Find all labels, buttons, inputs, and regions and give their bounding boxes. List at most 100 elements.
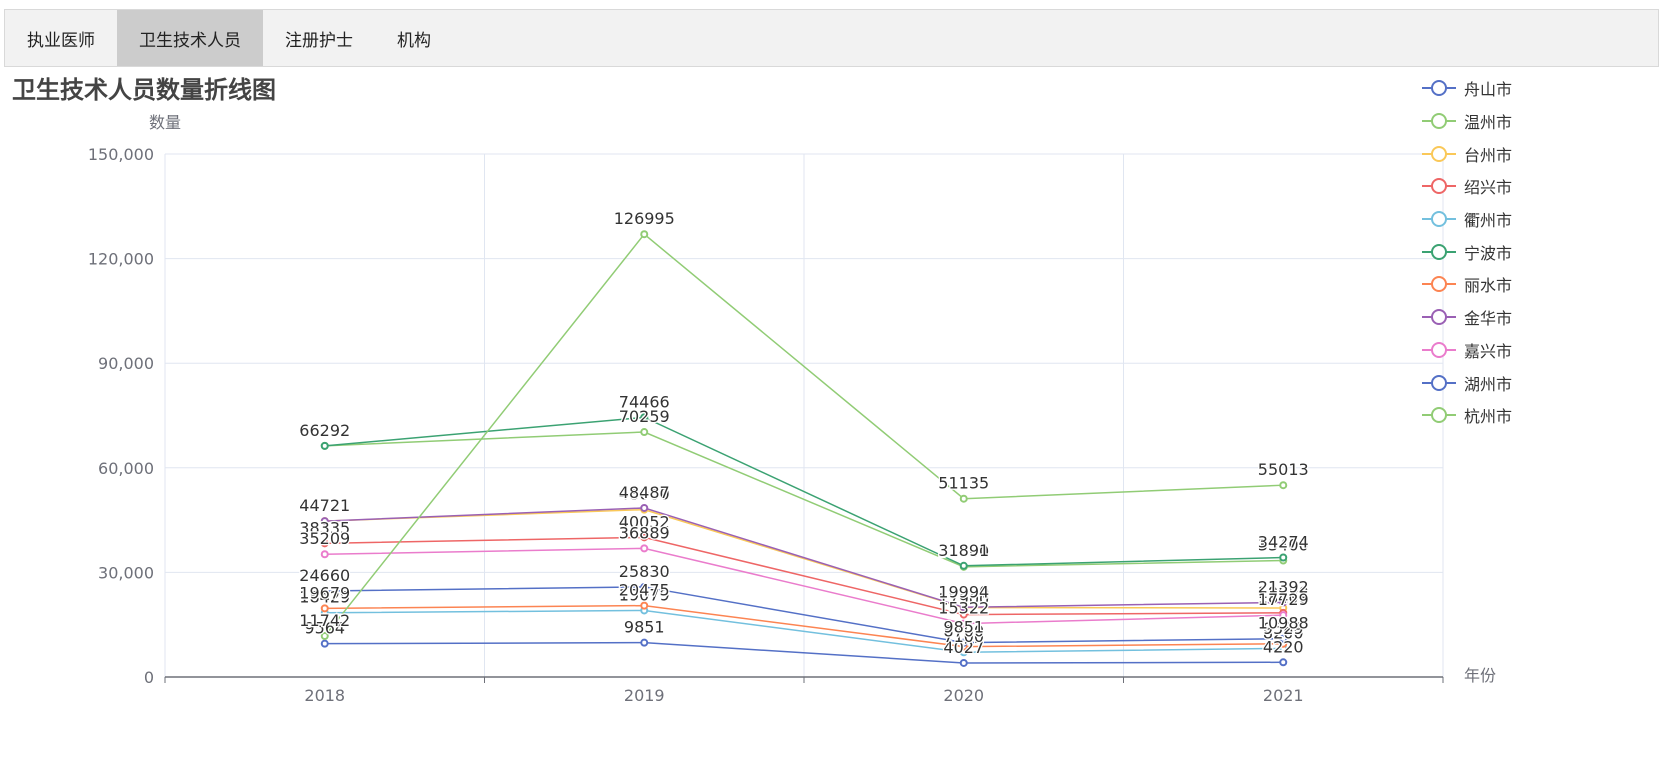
legend-item[interactable]: 金华市 (1422, 301, 1552, 334)
data-label: 55013 (1258, 460, 1309, 479)
x-tick-label: 2018 (304, 686, 345, 705)
legend-item[interactable]: 宁波市 (1422, 235, 1552, 268)
series-line (324, 508, 1284, 609)
data-point (1279, 553, 1288, 562)
legend-marker-icon (1422, 374, 1456, 391)
tab-institutions[interactable]: 机构 (397, 30, 431, 51)
data-point (959, 603, 968, 612)
data-label: 11742 (299, 611, 350, 630)
y-tick-label: 0 (144, 668, 154, 687)
data-label: 15322 (938, 599, 989, 618)
data-label: 7100 (943, 627, 984, 646)
data-point (1279, 658, 1288, 667)
legend-item[interactable]: 台州市 (1422, 137, 1552, 170)
series-line (324, 586, 1284, 644)
legend-label: 台州市 (1464, 145, 1513, 165)
legend-marker-icon (1422, 309, 1456, 326)
series-line (324, 547, 1284, 625)
data-point (959, 494, 968, 503)
data-point (640, 582, 649, 591)
legend-marker-icon (1422, 341, 1456, 358)
legend-label: 金华市 (1464, 309, 1513, 329)
data-label: 48000 (619, 485, 670, 504)
x-axis-title: 年份 (1464, 666, 1496, 685)
data-point (959, 658, 968, 667)
data-label: 36889 (619, 523, 670, 542)
data-point (959, 619, 968, 628)
data-label: 35209 (299, 529, 350, 548)
tab-health-technicians[interactable]: 卫生技术人员 (117, 10, 263, 66)
data-point (959, 610, 968, 619)
data-label: 8700 (943, 622, 984, 641)
tab-licensed-physicians[interactable]: 执业医师 (27, 30, 95, 51)
legend-label: 杭州市 (1464, 407, 1513, 427)
data-point (640, 601, 649, 610)
data-label: 4220 (1263, 637, 1304, 656)
data-point (959, 561, 968, 570)
data-label: 19994 (938, 582, 989, 601)
legend-item[interactable]: 衢州市 (1422, 203, 1552, 236)
data-label: 34274 (1258, 532, 1309, 551)
legend-label: 嘉兴市 (1464, 341, 1513, 361)
data-label: 19900 (938, 583, 989, 602)
data-label: 25830 (619, 562, 670, 581)
data-point (640, 638, 649, 647)
data-label: 17729 (1258, 590, 1309, 609)
y-axis-title: 数量 (149, 113, 181, 132)
data-point (320, 441, 329, 450)
x-tick-label: 2021 (1263, 686, 1304, 705)
data-label: 19079 (619, 585, 670, 604)
data-label: 40052 (619, 512, 670, 531)
legend-marker-icon (1422, 243, 1456, 260)
data-label: 19800 (1258, 583, 1309, 602)
legend-label: 温州市 (1464, 113, 1513, 133)
legend-item[interactable]: 嘉兴市 (1422, 334, 1552, 367)
data-point (320, 604, 329, 613)
legend-item[interactable]: 丽水市 (1422, 268, 1552, 301)
series-line (324, 641, 1284, 664)
data-point (320, 639, 329, 648)
legend-item[interactable]: 杭州市 (1422, 399, 1552, 432)
tab-registered-nurses[interactable]: 注册护士 (285, 30, 353, 51)
legend-item[interactable]: 绍兴市 (1422, 170, 1552, 203)
series-line (324, 416, 1284, 567)
legend-marker-icon (1422, 407, 1456, 424)
data-label: 17900 (938, 590, 989, 609)
chart-legend: 舟山市温州市台州市绍兴市衢州市宁波市丽水市金华市嘉兴市湖州市杭州市 (1422, 72, 1552, 432)
x-tick-label: 2019 (624, 686, 665, 705)
data-label: 51135 (938, 474, 989, 493)
legend-label: 湖州市 (1464, 374, 1513, 394)
data-point (640, 230, 649, 239)
y-tick-label: 120,000 (88, 250, 154, 269)
legend-marker-icon (1422, 211, 1456, 228)
series-line (324, 604, 1284, 648)
series-line (324, 233, 1284, 637)
legend-label: 舟山市 (1464, 80, 1513, 100)
data-label: 9564 (304, 619, 345, 638)
legend-item[interactable]: 湖州市 (1422, 366, 1552, 399)
data-label: 74466 (619, 392, 670, 411)
data-label: 66292 (299, 421, 350, 440)
data-point (640, 544, 649, 553)
data-label: 38335 (299, 518, 350, 537)
legend-item[interactable]: 温州市 (1422, 105, 1552, 138)
legend-label: 绍兴市 (1464, 178, 1513, 198)
legend-item[interactable]: 舟山市 (1422, 72, 1552, 105)
data-label: 9851 (624, 618, 665, 637)
data-point (1279, 634, 1288, 643)
data-label: 48487 (619, 483, 670, 502)
legend-label: 衢州市 (1464, 211, 1513, 231)
legend-label: 丽水市 (1464, 276, 1513, 296)
x-tick-label: 2020 (943, 686, 984, 705)
data-point (320, 539, 329, 548)
legend-marker-icon (1422, 178, 1456, 195)
data-point (640, 533, 649, 542)
data-label: 8200 (1263, 623, 1304, 642)
tab-bar: 执业医师 卫生技术人员 注册护士 机构 (4, 9, 1659, 67)
data-point (640, 428, 649, 437)
data-label: 31600 (938, 542, 989, 561)
y-tick-label: 30,000 (98, 563, 154, 582)
data-point (640, 503, 649, 512)
data-point (320, 517, 329, 526)
data-point (1279, 611, 1288, 620)
